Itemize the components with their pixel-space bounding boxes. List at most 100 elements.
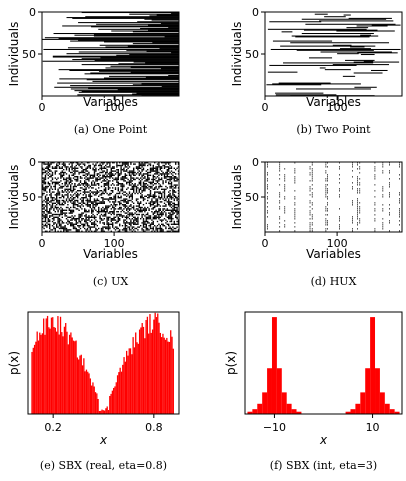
- heatmap-cell: [161, 195, 163, 197]
- heatmap-cell: [172, 209, 174, 211]
- heatmap-cell: [165, 173, 167, 175]
- heatmap-cell: [168, 202, 170, 204]
- heatmap-cell: [47, 169, 49, 171]
- heatmap-cell: [135, 188, 138, 190]
- heatmap-cell: [50, 208, 52, 210]
- x-tick-label: 100: [104, 237, 125, 250]
- heatmap-cell: [159, 219, 161, 221]
- heatmap-cell: [120, 177, 122, 179]
- heatmap-cell: [147, 174, 149, 176]
- histogram-bar: [96, 393, 98, 414]
- heatmap-cell: [127, 178, 129, 181]
- heatmap-cell: [71, 164, 73, 167]
- heatmap-cell: [78, 230, 80, 232]
- heatmap-cell: [110, 192, 112, 195]
- heatmap-cell: [54, 206, 56, 209]
- y-tick-label: 0: [252, 6, 259, 19]
- heatmap-cell: [130, 162, 132, 164]
- heatmap-column-dash: [311, 162, 313, 164]
- heatmap-cell: [112, 162, 114, 164]
- heatmap-cell: [78, 213, 80, 216]
- heatmap-cell: [43, 181, 45, 183]
- heatmap-cell: [144, 176, 146, 178]
- heatmap-row-segment: [168, 75, 179, 77]
- heatmap-row-segment: [301, 18, 387, 20]
- heatmap-cell: [81, 183, 83, 185]
- heatmap-column-dash: [309, 218, 311, 220]
- heatmap-cell: [92, 226, 94, 228]
- heatmap-cell: [105, 190, 107, 192]
- heatmap-cell: [149, 226, 152, 228]
- heatmap-cell: [105, 164, 107, 167]
- heatmap-cell: [82, 197, 84, 199]
- heatmap-cell: [107, 188, 110, 190]
- heatmap-column-dash: [389, 204, 390, 206]
- heatmap-cell: [56, 183, 58, 185]
- heatmap-cell: [53, 216, 55, 218]
- heatmap-cell: [85, 195, 87, 197]
- heatmap-cell: [166, 230, 168, 232]
- heatmap-cell: [49, 191, 51, 193]
- heatmap-cell: [85, 209, 87, 211]
- heatmap-cell: [61, 220, 63, 223]
- heatmap-cell: [128, 199, 131, 202]
- heatmap-cell: [162, 205, 164, 207]
- heatmap-column-dash: [327, 192, 328, 194]
- heatmap-cell: [173, 171, 175, 174]
- heatmap-cell: [147, 173, 149, 175]
- heatmap-cell: [168, 173, 170, 175]
- heatmap-cell: [156, 225, 159, 227]
- heatmap-cell: [126, 181, 128, 183]
- heatmap-cell: [147, 212, 149, 214]
- heatmap-column-dash: [399, 230, 400, 232]
- heatmap-cell: [135, 191, 138, 193]
- heatmap-cell: [102, 163, 104, 165]
- heatmap-cell: [102, 167, 104, 169]
- heatmap-cell: [79, 163, 82, 165]
- heatmap-cell: [140, 167, 142, 169]
- heatmap-cell: [126, 188, 128, 190]
- heatmap-cell: [168, 170, 170, 172]
- heatmap-cell: [141, 190, 143, 192]
- heatmap-cell: [102, 202, 104, 204]
- heatmap-cell: [169, 180, 171, 182]
- heatmap-column-dash: [352, 230, 353, 232]
- heatmap-cell: [170, 197, 173, 199]
- heatmap-cell: [102, 226, 104, 228]
- heatmap-cell: [144, 173, 146, 175]
- heatmap-cell: [46, 173, 48, 175]
- heatmap-cell: [64, 212, 66, 214]
- heatmap-cell: [169, 185, 171, 188]
- heatmap-column-dash: [374, 162, 376, 164]
- heatmap-cell: [114, 208, 117, 210]
- heatmap-cell: [162, 191, 164, 193]
- heatmap-cell: [135, 185, 138, 188]
- heatmap-cell: [107, 183, 110, 185]
- heatmap-column-dash: [352, 164, 353, 166]
- heatmap-column-dash: [294, 212, 296, 214]
- histogram-bar: [262, 392, 268, 414]
- heatmap-cell: [75, 218, 77, 220]
- heatmap-cell: [44, 225, 47, 227]
- heatmap-cell: [137, 171, 139, 174]
- heatmap-cell: [82, 223, 84, 225]
- heatmap-column-dash: [325, 224, 327, 226]
- heatmap-column-dash: [294, 180, 296, 182]
- heatmap-column-dash: [294, 216, 296, 218]
- heatmap-cell: [42, 185, 44, 188]
- heatmap-row-segment: [70, 88, 179, 90]
- heatmap-cell: [85, 178, 87, 181]
- heatmap-cell: [103, 211, 105, 213]
- heatmap-column-dash: [399, 214, 400, 216]
- heatmap-column-dash: [359, 222, 361, 224]
- heatmap-cell: [50, 201, 52, 203]
- heatmap-cell: [51, 215, 54, 217]
- heatmap-cell: [113, 202, 115, 204]
- x-axis-title: Variables: [306, 247, 361, 261]
- heatmap-cell: [57, 194, 59, 196]
- heatmap-cell: [130, 194, 132, 196]
- heatmap-cell: [44, 187, 47, 189]
- heatmap-cell: [155, 167, 157, 169]
- heatmap-cell: [106, 223, 108, 225]
- heatmap-column-dash: [374, 170, 376, 172]
